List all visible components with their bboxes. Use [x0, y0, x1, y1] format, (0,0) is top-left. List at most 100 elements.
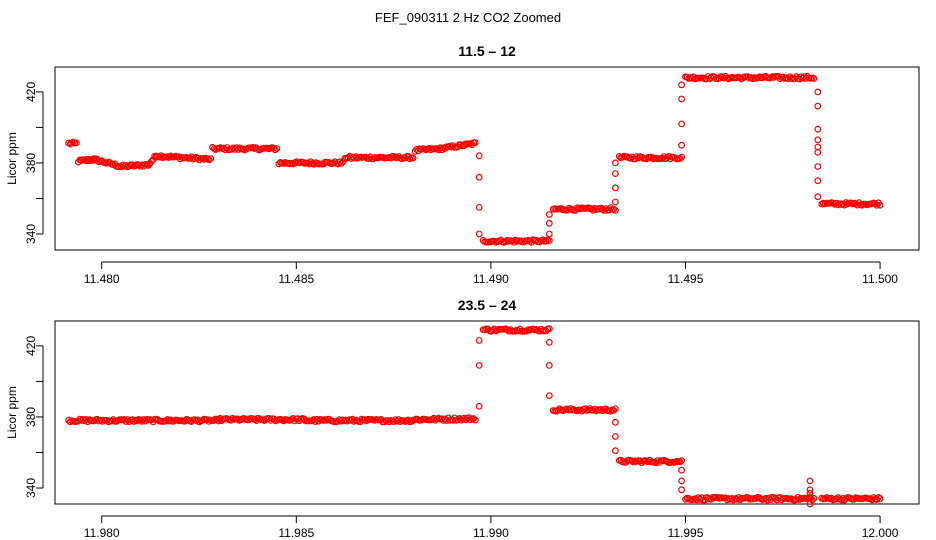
data-point: [205, 418, 213, 425]
data-point: [842, 199, 850, 206]
data-point: [565, 406, 573, 414]
data-point: [876, 201, 884, 209]
data-points: [65, 325, 884, 508]
data-point: [133, 417, 141, 425]
data-point: [688, 74, 696, 82]
data-point: [239, 145, 247, 153]
data-point: [471, 139, 479, 146]
data-point: [336, 158, 344, 166]
data-point: [676, 155, 684, 162]
data-point: [491, 237, 498, 245]
data-point: [98, 418, 106, 425]
data-point: [475, 173, 483, 181]
data-point: [491, 325, 498, 333]
data-point: [470, 415, 478, 422]
data-point: [117, 163, 125, 170]
data-point: [814, 177, 822, 185]
data-point: [545, 325, 553, 333]
data-point: [380, 418, 388, 426]
data-point: [413, 145, 421, 153]
data-point: [810, 75, 818, 82]
y-tick-label: 340: [24, 224, 38, 244]
data-point: [591, 405, 599, 413]
data-point: [600, 207, 608, 214]
x-tick-label: 11.485: [278, 272, 314, 286]
data-point: [814, 102, 822, 110]
data-point: [148, 157, 155, 165]
data-point: [707, 74, 715, 81]
data-point: [162, 417, 170, 425]
data-point: [772, 494, 779, 502]
data-point: [806, 486, 814, 494]
data-point: [330, 159, 337, 167]
data-point: [234, 415, 241, 423]
data-point: [850, 495, 858, 503]
x-tick-label: 11.985: [278, 526, 314, 540]
data-point: [545, 219, 553, 227]
y-tick-label: 340: [24, 478, 38, 498]
data-point: [337, 417, 345, 425]
data-point: [814, 125, 822, 133]
data-point: [647, 153, 655, 161]
panel-bottom: 23.5 – 24 11.980 11.985 11.990 11.995 12.000 3…: [5, 297, 920, 540]
x-tick-label: 11.990: [473, 526, 509, 540]
data-point: [299, 158, 307, 166]
data-point: [828, 494, 835, 502]
data-point: [122, 162, 130, 169]
data-point: [425, 144, 433, 152]
data-point: [678, 477, 685, 485]
data-point: [108, 417, 116, 425]
data-point: [633, 153, 641, 161]
data-point: [539, 236, 547, 244]
data-point: [350, 417, 358, 425]
data-point: [349, 153, 357, 161]
data-point: [72, 139, 80, 147]
x-tick-label: 11.500: [862, 272, 898, 286]
data-point: [128, 416, 136, 424]
data-point: [271, 146, 279, 154]
data-point: [125, 162, 133, 170]
data-point: [678, 95, 685, 103]
data-point: [678, 466, 685, 474]
data-point: [365, 155, 373, 163]
data-point: [806, 477, 814, 485]
data-point: [181, 417, 189, 425]
y-axis-label: Licor ppm: [5, 386, 19, 439]
data-point: [591, 204, 599, 212]
data-point: [475, 337, 483, 344]
data-point: [876, 495, 884, 502]
data-point: [542, 237, 550, 245]
data-point: [691, 495, 699, 503]
x-tick-label: 11.480: [84, 272, 120, 286]
data-point: [505, 327, 513, 335]
data-point: [599, 205, 607, 213]
data-point: [384, 417, 391, 424]
data-point: [806, 493, 814, 501]
data-point: [404, 416, 412, 424]
data-point: [536, 327, 543, 335]
data-point: [457, 141, 465, 149]
data-point: [584, 406, 592, 414]
data-point: [433, 145, 441, 153]
panel-top: 11.5 – 12 11.480 11.485 11.490 11.495 11.500 3…: [5, 43, 920, 286]
data-point: [401, 154, 409, 162]
data-point: [265, 415, 273, 422]
data-point: [588, 205, 595, 213]
data-point: [776, 75, 784, 83]
data-point: [839, 495, 847, 502]
data-point: [733, 495, 741, 503]
data-point: [460, 414, 468, 422]
data-point: [103, 416, 111, 424]
data-point: [545, 362, 553, 369]
data-point: [370, 155, 377, 163]
data-point: [545, 392, 553, 400]
data-point: [806, 489, 814, 497]
data-point: [204, 155, 211, 163]
data-point: [612, 433, 619, 440]
data-point: [663, 154, 671, 162]
data-point: [167, 416, 175, 424]
data-point: [635, 154, 642, 162]
data-point: [545, 211, 553, 218]
data-point: [749, 75, 757, 83]
data-point: [396, 418, 404, 426]
